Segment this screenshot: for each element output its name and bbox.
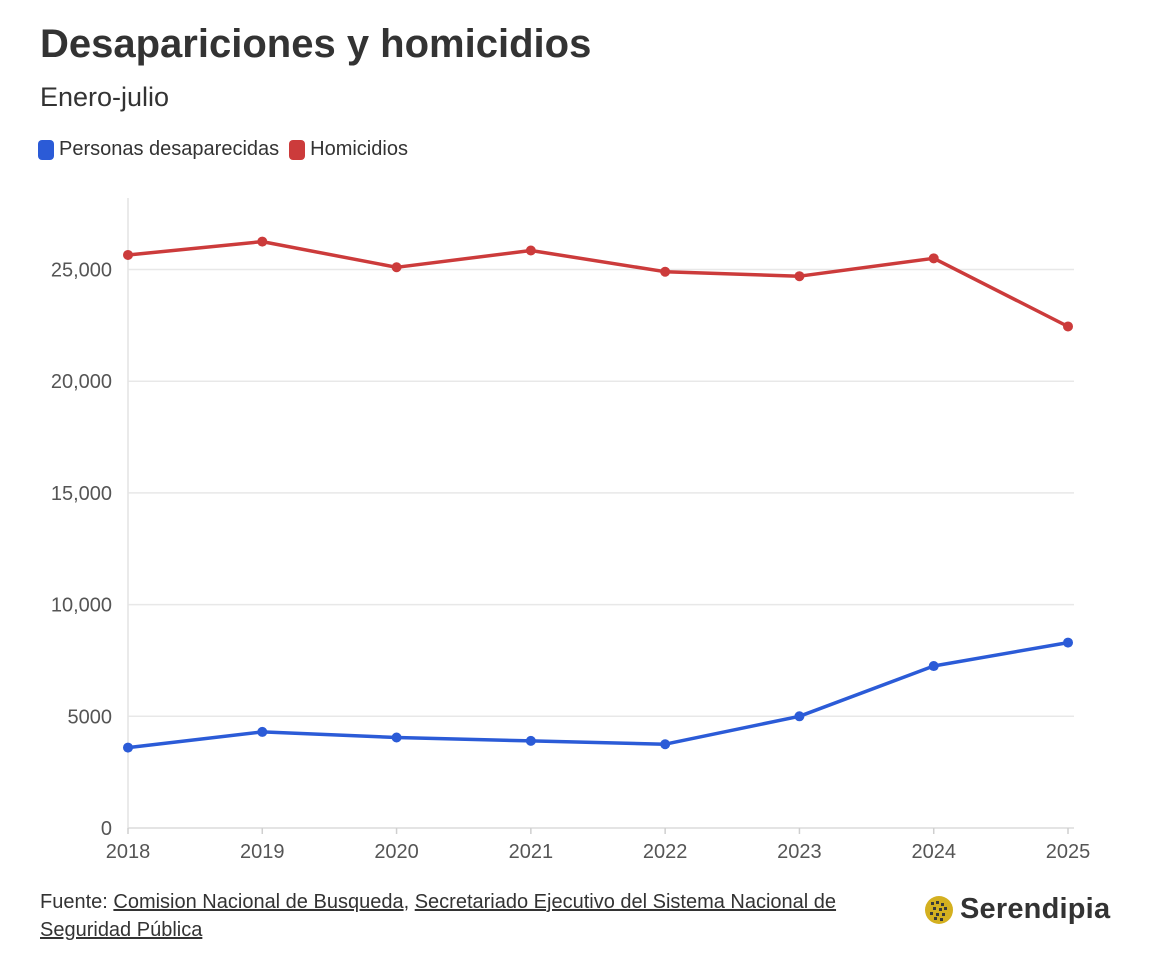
source-footer: Fuente: Comision Nacional de Busqueda, S… [40,888,920,944]
gridlines [128,268,1074,718]
x-tick-label: 2019 [240,841,285,863]
x-tick-label: 2022 [643,841,688,863]
data-point [928,253,939,264]
chart-subtitle: Enero-julio [40,82,170,112]
data-point [123,249,133,260]
x-tick-label: 2018 [106,841,151,863]
y-tick-label: 15,000 [51,483,112,505]
y-axis: 0 5000 10,000 15,000 20,000 25,000 [51,198,129,840]
y-tick-label: 10,000 [51,595,112,617]
legend-swatch-homicidios [289,139,306,160]
serendipia-logo-icon [925,895,953,924]
x-tick-label: 2023 [777,841,822,863]
series-points [123,236,1073,753]
legend-swatch-desaparecidas [38,139,54,160]
source-prefix: Fuente: [40,891,114,913]
data-point [123,742,133,753]
data-point [928,661,939,672]
legend: Personas desaparecidas Homicidios [38,138,408,161]
y-tick-label: 5000 [68,706,113,728]
data-point [660,739,671,750]
series-line-1 [126,239,1070,329]
serendipia-logo-text: Serendipia [960,893,1111,925]
x-tick-label: 2025 [1046,841,1091,863]
x-tick-label: 2021 [509,841,554,863]
data-point [794,271,805,282]
data-point [391,732,402,743]
x-tick-label: 2024 [911,841,956,863]
source-link-cnb[interactable]: Comision Nacional de Busqueda [113,891,404,913]
legend-item-desaparecidas: Personas desaparecidas [38,138,279,161]
series-lines [126,239,1070,750]
x-tick-label: 2020 [374,841,419,863]
serendipia-logo: Serendipia [924,893,1110,926]
y-tick-label: 0 [101,818,112,840]
data-point [660,266,671,277]
data-point [794,711,805,722]
legend-item-homicidios: Homicidios [289,138,408,161]
y-tick-label: 25,000 [51,259,112,281]
data-point [257,236,268,247]
source-link-sesnsp[interactable]: Secretariado Ejecutivo del Sistema Nacio… [40,891,837,941]
data-point [525,735,536,746]
data-point [391,262,402,273]
data-point [1063,321,1073,332]
x-axis: 2018 2019 2020 2021 2022 2023 2024 2025 [106,827,1091,863]
source-separator: , [403,891,415,913]
chart-title: Desapariciones y homicidios [40,22,592,66]
legend-label-desaparecidas: Personas desaparecidas [59,138,280,160]
series-line-0 [126,640,1070,750]
legend-label-homicidios: Homicidios [310,138,408,160]
data-point [525,245,536,256]
y-tick-label: 20,000 [51,371,112,393]
data-point [257,726,268,737]
data-point [1063,637,1073,648]
